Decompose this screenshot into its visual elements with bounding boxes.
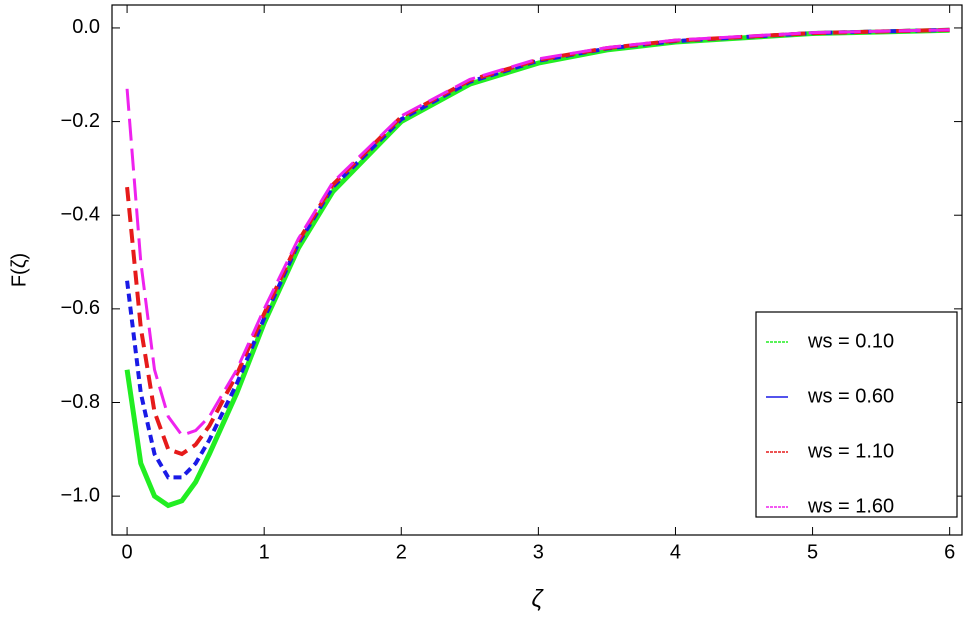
y-tick-label: −1.0 xyxy=(61,484,100,506)
plot-frame xyxy=(111,4,963,536)
series-line xyxy=(125,28,950,438)
x-tick-label: 4 xyxy=(670,541,681,563)
y-tick-label: 0.0 xyxy=(72,16,100,38)
y-axis-label: F(ζ) xyxy=(8,253,30,287)
x-tick-label: 6 xyxy=(944,541,955,563)
x-tick-label: 2 xyxy=(396,541,407,563)
x-tick-label: 3 xyxy=(533,541,544,563)
legend-label: ws = 1.60 xyxy=(807,495,894,517)
x-tick-label: 0 xyxy=(122,541,133,563)
x-tick-label: 1 xyxy=(259,541,270,563)
y-tick-label: −0.6 xyxy=(61,297,100,319)
x-axis-label: ζ xyxy=(531,585,544,612)
legend-box xyxy=(755,311,958,518)
legend-label: ws = 1.10 xyxy=(807,440,894,462)
y-tick-label: −0.2 xyxy=(61,110,100,132)
legend-label: ws = 0.60 xyxy=(807,385,894,407)
y-tick-label: −0.8 xyxy=(61,391,100,413)
x-tick-label: 5 xyxy=(807,541,818,563)
series-line xyxy=(125,27,950,457)
y-tick-label: −0.4 xyxy=(61,204,100,226)
legend-label: ws = 0.10 xyxy=(807,330,894,352)
